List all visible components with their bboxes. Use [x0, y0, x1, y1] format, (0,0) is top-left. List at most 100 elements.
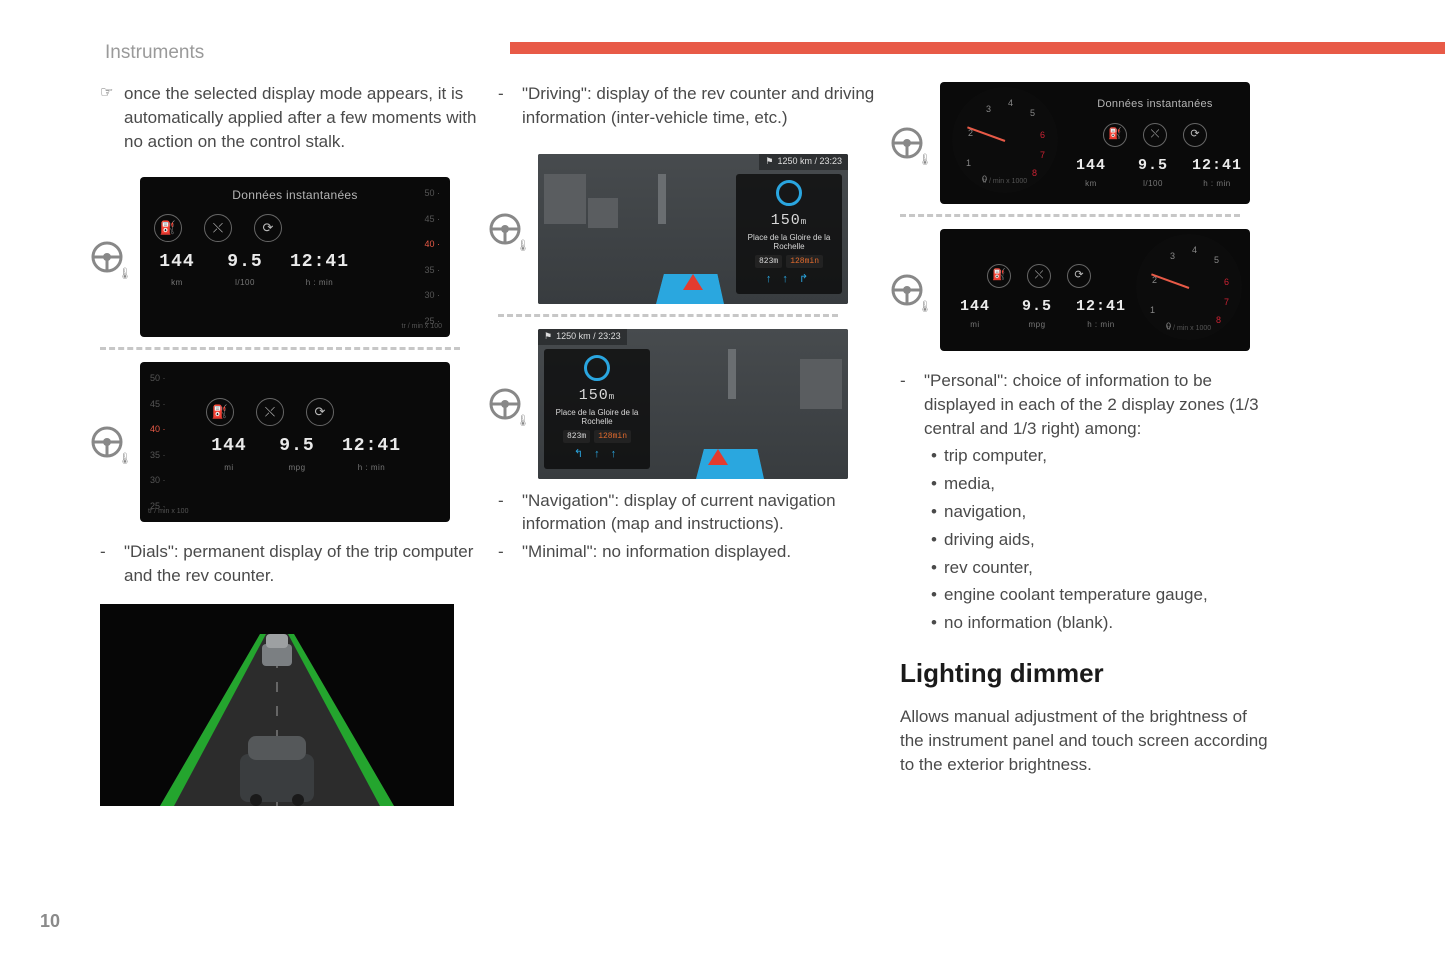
nav-badge-time: 128min — [594, 430, 631, 443]
roundabout-icon — [584, 355, 610, 381]
display-title: Données instantanées — [154, 187, 436, 204]
nav-topbar: ⚑1250 km / 23:23 — [538, 329, 627, 345]
display-icons: ⛽⤬⟳ — [154, 214, 436, 242]
list-item: •no information (blank). — [924, 611, 1270, 635]
dial-tick: 0 — [982, 173, 987, 186]
list-item: •engine coolant temperature gauge, — [924, 583, 1270, 607]
nav-arrows: ↑ ↑ ↱ — [742, 272, 836, 287]
scale-tick: 50 · — [396, 187, 440, 200]
display-metric-icon: ⛽ — [154, 214, 182, 242]
dial-tick: 3 — [986, 103, 991, 116]
display-metric-icon: ⟳ — [1183, 123, 1207, 147]
thermometer-icon: 🌡 — [118, 267, 132, 282]
nav-badge-time: 128min — [786, 255, 823, 268]
list-item: •trip computer, — [924, 444, 1270, 468]
dial-tick: 3 — [1170, 250, 1175, 263]
scale-tick: 45 · — [150, 398, 194, 411]
dial-tick: 1 — [966, 157, 971, 170]
display-value: 9.5mpg — [1014, 296, 1060, 330]
dash-icon: - — [498, 540, 522, 564]
steering-wheel-icon: 🌡 — [890, 262, 932, 318]
personal-bullet: - "Personal": choice of information to b… — [900, 369, 1270, 440]
dash-icon: - — [100, 540, 124, 588]
intro-bullet: ☞ once the selected display mode appears… — [100, 82, 480, 153]
nav-place: Place de la Gloire de la Rochelle — [742, 233, 836, 251]
dash-icon: - — [498, 82, 522, 130]
bullet-icon: • — [924, 583, 944, 607]
lighting-dimmer-body: Allows manual adjustment of the brightne… — [900, 705, 1270, 776]
display-title: Données instantanées — [1068, 97, 1242, 112]
vehicle-cursor-icon — [708, 449, 728, 465]
dial-tick: 5 — [1214, 254, 1219, 267]
personal-text: "Personal": choice of information to be … — [924, 369, 1270, 440]
nav-panel-1: ⚑1250 km / 23:23 150m Place de la Gloire… — [538, 154, 848, 304]
display-panel-1: Données instantanées ⛽⤬⟳ 144km9.5l/10012… — [140, 177, 450, 337]
display-values: 144km9.5l/10012:41h : min — [1068, 155, 1242, 189]
dashboard-display-4: 🌡 ⛽⤬⟳ 144mi9.5mpg12:41h : min tr / min x… — [900, 229, 1270, 351]
display-metric-icon: ⟳ — [254, 214, 282, 242]
scale-tick: 30 · — [150, 474, 194, 487]
display-metric-icon: ⛽ — [206, 398, 234, 426]
driving-bullet: - "Driving": display of the rev counter … — [498, 82, 878, 130]
scale-tick: 45 · — [396, 213, 440, 226]
steering-wheel-icon: 🌡 — [488, 376, 530, 432]
scale-tick: 35 · — [150, 449, 194, 462]
dial-tick: 7 — [1040, 149, 1045, 162]
bullet-icon: • — [924, 444, 944, 468]
dials-bullet: - "Dials": permanent display of the trip… — [100, 540, 480, 588]
nav-badges: 823m 128min — [550, 430, 644, 443]
bullet-icon: • — [924, 611, 944, 635]
nav-arrows: ↰ ↑ ↑ — [550, 447, 644, 462]
header-accent-bar — [510, 42, 1445, 54]
display-value: 144mi — [952, 296, 998, 330]
nav-display-1: 🌡 ⚑1250 km / 23:23 150m Place de la Gloi… — [498, 154, 878, 304]
scale-tick: 40 · — [396, 238, 440, 251]
dash-icon: - — [900, 369, 924, 440]
nav-info-panel: 150m Place de la Gloire de la Rochelle 8… — [736, 174, 842, 294]
dashboard-display-3: 🌡 tr / min x 1000 123456780 Données inst… — [900, 82, 1270, 204]
column-3: 🌡 tr / min x 1000 123456780 Données inst… — [900, 82, 1270, 777]
nav-distance: 150m — [550, 385, 644, 406]
list-item-text: driving aids, — [944, 528, 1270, 552]
rev-scale-left: 50 ·45 ·40 ·35 ·30 ·25 · — [150, 372, 194, 512]
nav-topbar: ⚑1250 km / 23:23 — [759, 154, 848, 170]
bullet-icon: • — [924, 472, 944, 496]
bullet-icon: • — [924, 528, 944, 552]
display-panel-4: ⛽⤬⟳ 144mi9.5mpg12:41h : min tr / min x 1… — [940, 229, 1250, 351]
dial-tick: 0 — [1166, 320, 1171, 333]
list-item-text: navigation, — [944, 500, 1270, 524]
list-item: •navigation, — [924, 500, 1270, 524]
minimal-text: "Minimal": no information displayed. — [522, 540, 878, 564]
display-values: 144mi9.5mpg12:41h : min — [206, 434, 436, 472]
dial-tick: 6 — [1040, 129, 1045, 142]
display-metric-icon: ⤬ — [1027, 264, 1051, 288]
vehicle-cursor-icon — [683, 274, 703, 290]
monument-icon — [728, 349, 736, 399]
display-values: 144km9.5l/10012:41h : min — [154, 250, 436, 288]
nav-badges: 823m 128min — [742, 255, 836, 268]
minimal-bullet: - "Minimal": no information displayed. — [498, 540, 878, 564]
list-item-text: trip computer, — [944, 444, 1270, 468]
display-icons: ⛽⤬⟳ — [952, 264, 1126, 288]
bullet-icon: • — [924, 500, 944, 524]
intro-text: once the selected display mode appears, … — [124, 82, 480, 153]
monument-icon — [658, 174, 666, 224]
nav-badge-dist: 823m — [755, 255, 782, 268]
driving-text: "Driving": display of the rev counter an… — [522, 82, 878, 130]
thermometer-icon: 🌡 — [918, 300, 932, 315]
list-item-text: media, — [944, 472, 1270, 496]
display-icons: ⛽⤬⟳ — [1068, 123, 1242, 147]
dash-icon: - — [498, 489, 522, 537]
dashed-separator — [900, 214, 1240, 217]
nav-place: Place de la Gloire de la Rochelle — [550, 408, 644, 426]
rev-counter-dial: tr / min x 1000 123456780 — [952, 87, 1058, 200]
list-item: •media, — [924, 472, 1270, 496]
display-panel-3: tr / min x 1000 123456780 Données instan… — [940, 82, 1250, 204]
bullet-icon: • — [924, 556, 944, 580]
list-item: •rev counter, — [924, 556, 1270, 580]
scale-tick: 35 · — [396, 264, 440, 277]
nav-bullet: - "Navigation": display of current navig… — [498, 489, 878, 537]
display-value: 12:41h : min — [1076, 296, 1126, 330]
scale-label: tr / min x 100 — [402, 322, 442, 332]
display-value: 12:41h : min — [342, 434, 401, 472]
